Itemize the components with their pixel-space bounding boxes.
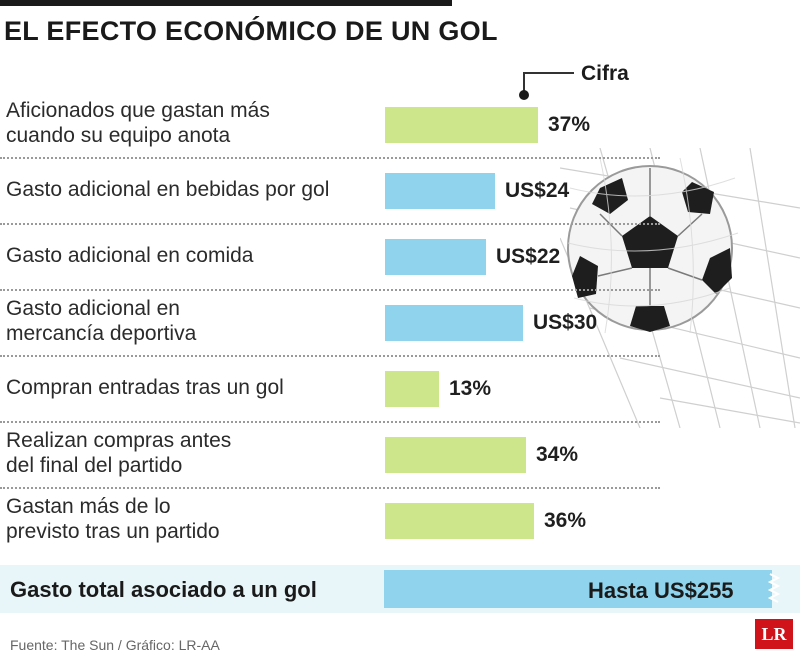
- chart-title: EL EFECTO ECONÓMICO DE UN GOL: [4, 16, 498, 46]
- row-label: Realizan compras antes del final del part…: [6, 428, 381, 478]
- bar-mark: [385, 239, 486, 275]
- row-divider: [0, 355, 660, 357]
- bar-mark: [385, 503, 534, 539]
- row-divider: [0, 421, 660, 423]
- total-bar: [384, 570, 772, 608]
- row-label-line: Compran entradas tras un gol: [6, 375, 284, 399]
- legend-leader-drop: [523, 72, 525, 92]
- bar-value-label: 37%: [548, 113, 591, 136]
- legend-leader-dot: [519, 90, 529, 100]
- row-label: Gastan más de lo previsto tras un partido: [6, 494, 381, 544]
- bar-value-label: US$30: [533, 311, 598, 334]
- bar-value-label: 36%: [544, 509, 587, 532]
- row-label-line: mercancía deportiva: [6, 322, 197, 345]
- row-label-line: cuando su equipo anota: [6, 124, 231, 147]
- lr-logo: LR: [755, 619, 793, 649]
- row-label: Aficionados que gastan más cuando su equi…: [6, 98, 381, 148]
- top-rule: [0, 0, 452, 6]
- bar-mark: [385, 107, 538, 143]
- bar-mark: [385, 173, 495, 209]
- row-label-line: previsto tras un partido: [6, 520, 220, 543]
- row-label: Gasto adicional en mercancía deportiva: [6, 296, 381, 346]
- row-label-line: Aficionados que gastan más: [6, 99, 270, 122]
- legend-leader-line: [524, 72, 574, 74]
- row-label-line: Gasto adicional en bebidas por gol: [6, 177, 330, 201]
- row-label-line: Gastan más de lo: [6, 495, 171, 518]
- row-label-line: del final del partido: [6, 454, 183, 477]
- row-label: Gasto adicional en bebidas por gol: [6, 177, 381, 202]
- scale-break-icon: [767, 573, 781, 603]
- bar-value-label: 13%: [449, 377, 492, 400]
- bar-value-label: US$22: [496, 245, 561, 268]
- bar-mark: [385, 371, 439, 407]
- row-label-line: Gasto adicional en comida: [6, 243, 254, 267]
- legend-cifra-label: Cifra: [581, 62, 629, 85]
- source-credit: Fuente: The Sun / Gráfico: LR-AA: [10, 637, 220, 653]
- total-value: Hasta US$255: [588, 578, 734, 603]
- bar-value-label: 34%: [536, 443, 579, 466]
- row-divider: [0, 487, 660, 489]
- row-label: Gasto adicional en comida: [6, 243, 381, 268]
- row-label-line: Gasto adicional en: [6, 297, 180, 320]
- row-divider: [0, 223, 660, 225]
- soccer-ball-net-icon: [560, 148, 800, 428]
- bar-mark: [385, 305, 523, 341]
- bar-value-label: US$24: [505, 179, 570, 202]
- row-divider: [0, 157, 660, 159]
- bar-mark: [385, 437, 526, 473]
- row-label-line: Realizan compras antes: [6, 429, 232, 452]
- row-label: Compran entradas tras un gol: [6, 375, 381, 400]
- total-label: Gasto total asociado a un gol: [10, 577, 317, 602]
- row-divider: [0, 289, 660, 291]
